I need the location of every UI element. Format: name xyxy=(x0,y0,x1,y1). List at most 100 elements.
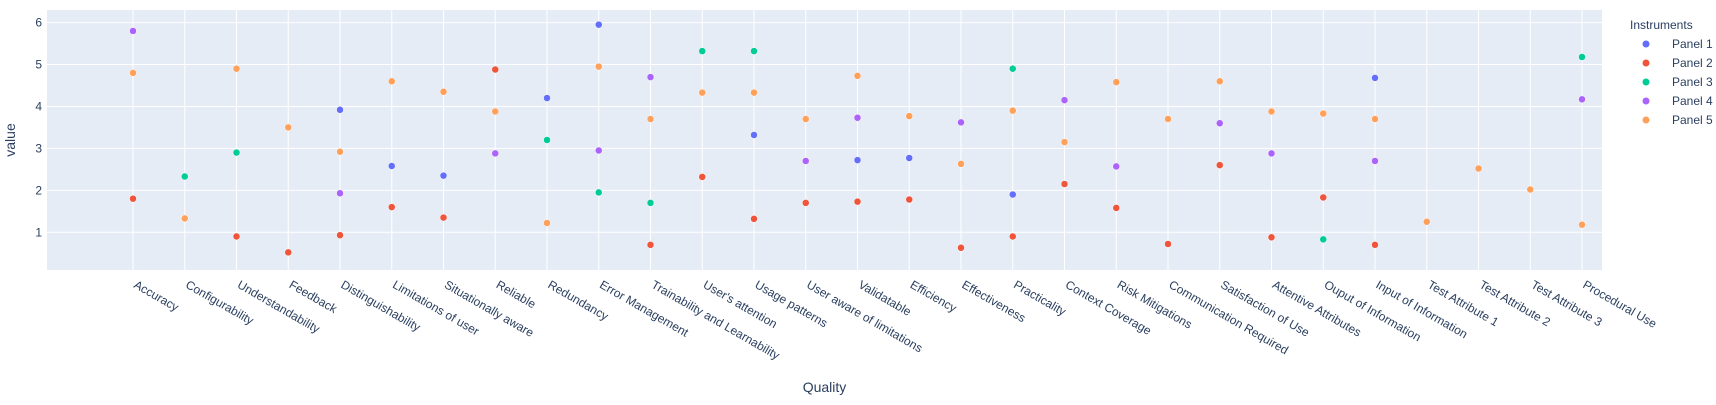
data-point xyxy=(1009,64,1017,73)
data-point xyxy=(129,194,137,203)
x-tick-label: Accuracy xyxy=(132,277,182,314)
data-point xyxy=(336,106,344,114)
data-point xyxy=(595,20,603,29)
data-point xyxy=(802,115,810,123)
data-point xyxy=(543,94,551,102)
data-point xyxy=(439,171,448,180)
data-point xyxy=(595,62,603,71)
data-point xyxy=(1112,204,1120,212)
legend-marker xyxy=(1642,78,1650,86)
data-point xyxy=(646,199,655,207)
data-point xyxy=(1216,161,1224,169)
data-point xyxy=(698,47,706,55)
y-tick-label: 2 xyxy=(35,183,42,197)
data-point xyxy=(439,213,448,222)
legend-label: Panel 1 xyxy=(1672,37,1713,51)
data-point xyxy=(284,248,292,257)
data-point xyxy=(1474,164,1483,173)
y-tick-label: 3 xyxy=(35,141,42,155)
legend-marker xyxy=(1642,97,1650,105)
data-point xyxy=(388,77,396,86)
legend: Instruments Panel 1 Panel 2 Panel 3 Panel 4… xyxy=(1630,18,1713,127)
data-point xyxy=(232,64,241,73)
data-point xyxy=(853,72,862,80)
y-tick-label: 1 xyxy=(35,225,42,239)
data-point xyxy=(491,149,499,158)
x-tick-label: Context Coverage xyxy=(1063,277,1154,338)
data-point xyxy=(1164,240,1172,248)
data-point xyxy=(957,118,965,127)
x-tick-label: Attentive Attributes xyxy=(1270,277,1364,339)
x-tick-labels: Accuracy ConfigurabilityUnderstandability… xyxy=(132,277,1660,362)
data-point xyxy=(1060,96,1069,104)
data-point xyxy=(1009,232,1017,241)
y-tick-label: 5 xyxy=(35,58,42,72)
data-point xyxy=(336,189,344,198)
legend-label: Panel 3 xyxy=(1672,75,1713,89)
data-point xyxy=(336,147,344,156)
legend-marker xyxy=(1642,116,1650,124)
data-point xyxy=(1371,241,1379,249)
data-point xyxy=(232,232,241,241)
data-point xyxy=(1371,74,1379,82)
data-point xyxy=(439,88,448,96)
data-point xyxy=(1319,109,1327,118)
legend-label: Panel 2 xyxy=(1672,56,1713,70)
x-tick-label: Efficiency xyxy=(908,277,959,315)
data-point xyxy=(1267,107,1276,116)
x-tick-label: Ouput of Information xyxy=(1322,277,1424,344)
y-tick-label: 4 xyxy=(35,99,42,113)
data-point xyxy=(1578,220,1586,229)
data-point xyxy=(1112,162,1120,171)
data-point xyxy=(1112,78,1120,86)
data-point xyxy=(181,214,189,223)
data-points xyxy=(129,20,1586,257)
data-point xyxy=(698,173,706,181)
data-point xyxy=(750,88,758,97)
data-point xyxy=(1371,157,1379,165)
x-tick-label: Limitations of user xyxy=(390,277,481,338)
data-point xyxy=(129,69,137,77)
data-point xyxy=(750,131,758,139)
data-point xyxy=(646,73,655,81)
x-axis-title: Quality xyxy=(803,379,847,395)
data-point xyxy=(1164,115,1172,123)
legend-marker xyxy=(1642,40,1650,48)
data-point xyxy=(1267,149,1276,158)
data-point xyxy=(543,136,551,144)
data-point xyxy=(1060,138,1069,146)
data-point xyxy=(646,241,655,249)
data-point xyxy=(336,231,344,239)
data-point xyxy=(1578,53,1586,61)
data-point xyxy=(905,195,913,204)
y-tick-labels: 1 2 3 4 5 6 xyxy=(35,16,42,240)
legend-title: Instruments xyxy=(1630,18,1693,32)
y-axis-title: value xyxy=(2,123,18,157)
data-point xyxy=(1423,218,1431,226)
legend-marker xyxy=(1642,59,1650,67)
data-point xyxy=(1371,115,1379,123)
data-point xyxy=(1060,180,1069,188)
data-point xyxy=(1319,193,1327,202)
data-point xyxy=(595,146,603,155)
data-point xyxy=(853,114,862,122)
data-point xyxy=(491,107,499,116)
data-point xyxy=(1526,185,1534,194)
data-point xyxy=(802,199,810,207)
x-tick-label: Error Management xyxy=(597,277,691,339)
data-point xyxy=(1319,235,1327,244)
data-point xyxy=(957,160,965,168)
data-point xyxy=(595,188,603,197)
data-point xyxy=(957,244,965,252)
data-point xyxy=(1578,95,1586,104)
data-point xyxy=(750,47,758,55)
legend-label: Panel 4 xyxy=(1672,94,1713,108)
y-tick-label: 6 xyxy=(35,16,42,30)
data-point xyxy=(1267,233,1276,242)
data-point xyxy=(1216,77,1224,86)
data-point xyxy=(181,172,189,181)
data-point xyxy=(129,27,137,35)
x-tick-label: Situationally aware xyxy=(442,277,537,340)
legend-label: Panel 5 xyxy=(1672,113,1713,127)
